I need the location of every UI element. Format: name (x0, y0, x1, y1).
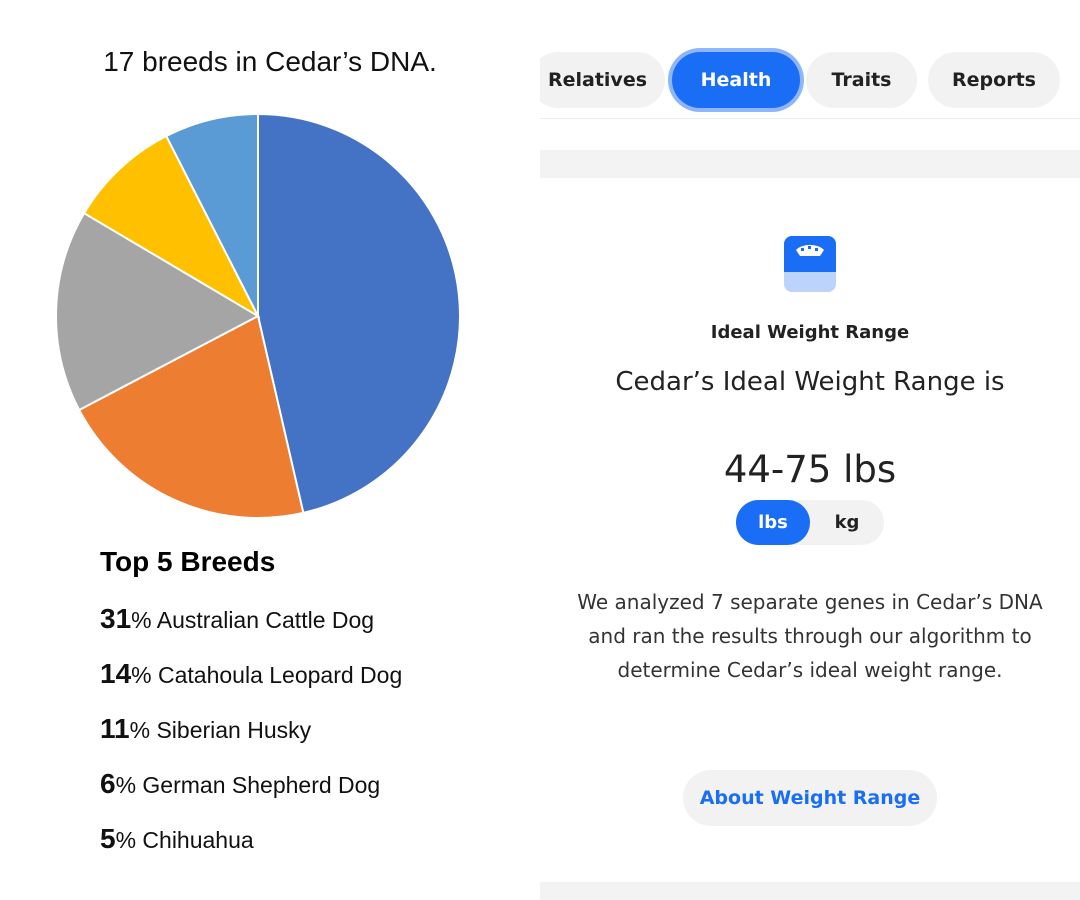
about-button[interactable]: About Weight Range (683, 770, 937, 826)
pie-slice (55, 211, 261, 412)
breed-name: Siberian Husky (156, 717, 312, 743)
breed-percent: 14 (100, 658, 132, 689)
top-breeds-title: Top 5 Breeds (100, 546, 276, 577)
pie-slice (77, 314, 305, 519)
percent-sign: % (115, 827, 137, 853)
unit-toggle: lbs kg (736, 500, 884, 545)
pie-chart (55, 112, 461, 519)
tab[interactable]: Traits (806, 52, 917, 108)
tab[interactable]: Relatives (540, 52, 665, 108)
unit-option[interactable]: lbs (736, 500, 810, 545)
percent-sign: % (131, 607, 152, 633)
unit-option[interactable]: kg (834, 512, 860, 533)
card-heading: Ideal Weight Range (710, 322, 910, 343)
weight-range: 44-75 lbs (723, 448, 897, 491)
divider (540, 118, 1080, 119)
breed-percent: 11 (100, 713, 130, 744)
card-subtitle: Cedar’s Ideal Weight Range is (615, 367, 1005, 397)
chart-title: 17 breeds in Cedar’s DNA. (103, 46, 437, 77)
percent-sign: % (129, 717, 151, 743)
breed-row: 6% German Shepherd Dog (100, 768, 380, 800)
breed-percent: 5 (100, 823, 116, 854)
health-panel: Relatives Health Traits Reports Ideal Weigh… (540, 0, 1080, 900)
percent-sign: % (131, 662, 152, 688)
percent-sign: % (115, 772, 137, 798)
breed-percent: 31 (100, 603, 132, 634)
breed-row: 14% Catahoula Leopard Dog (100, 658, 402, 690)
card-description: We analyzed 7 separate genes in Cedar’s … (577, 590, 1043, 682)
breed-name: Chihuahua (142, 827, 254, 853)
section-gap (540, 150, 1080, 178)
tab[interactable]: Health (672, 52, 800, 108)
breed-name: German Shepherd Dog (142, 772, 381, 798)
pie-slice (164, 112, 259, 317)
breed-name: Australian Cattle Dog (156, 607, 375, 633)
pie-slice (257, 112, 461, 515)
breed-name: Catahoula Leopard Dog (158, 662, 403, 688)
breed-percent: 6 (100, 768, 116, 799)
pie-slice (82, 134, 261, 319)
breed-row: 11% Siberian Husky (100, 713, 311, 745)
section-gap (540, 882, 1080, 900)
tab[interactable]: Reports (928, 52, 1060, 108)
breed-panel: 17 breeds in Cedar’s DNA. Top 5 Breeds 3… (55, 46, 461, 855)
breed-row: 31% Australian Cattle Dog (100, 603, 374, 635)
breed-row: 5% Chihuahua (100, 823, 254, 855)
scale-icon (784, 236, 836, 292)
